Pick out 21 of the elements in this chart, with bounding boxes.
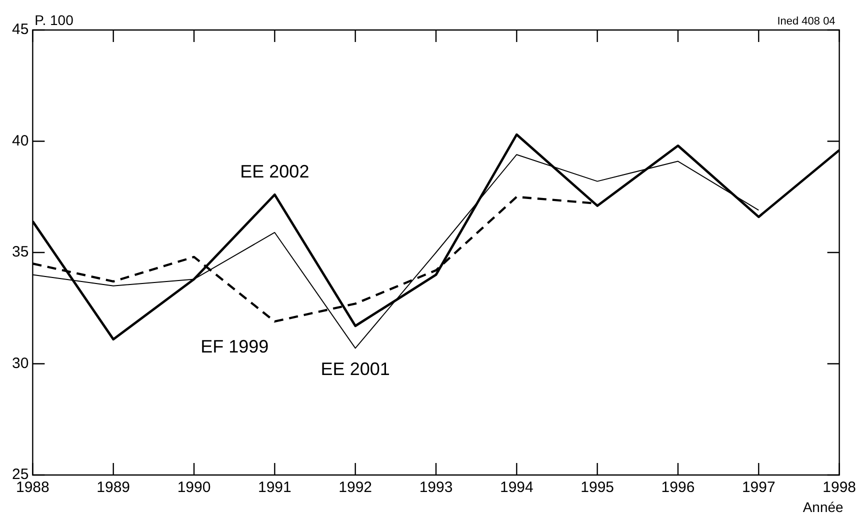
y-axis-title: P. 100 xyxy=(34,12,74,28)
x-tick-label: 1993 xyxy=(419,479,453,496)
series-label: EE 2002 xyxy=(240,162,310,182)
x-tick-label: 1997 xyxy=(742,479,776,496)
x-tick-label: 1988 xyxy=(16,479,50,496)
x-tick-label: 1995 xyxy=(580,479,614,496)
x-tick-label: 1992 xyxy=(338,479,372,496)
x-axis-title: Année xyxy=(802,498,844,515)
y-tick-label: 40 xyxy=(12,132,29,150)
x-tick-label: 1989 xyxy=(96,479,130,496)
x-tick-label: 1990 xyxy=(177,479,211,496)
y-tick-label: 30 xyxy=(12,354,29,372)
y-tick-label: 35 xyxy=(12,244,29,261)
x-tick-label: 1998 xyxy=(822,479,856,496)
series-label: EE 2001 xyxy=(320,359,390,380)
y-tick-label: 45 xyxy=(12,21,29,38)
x-tick-label: 1994 xyxy=(500,479,534,496)
x-tick-label: 1996 xyxy=(661,479,695,496)
x-tick-label: 1991 xyxy=(258,479,292,496)
series-label: EF 1999 xyxy=(200,336,269,356)
text: Ined 408 04 xyxy=(777,16,836,28)
